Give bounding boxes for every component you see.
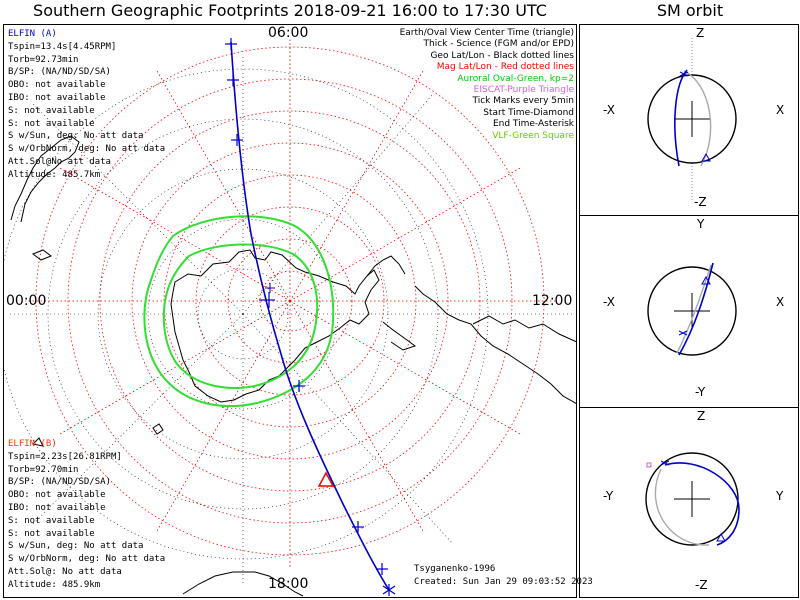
legend-item: End Time-Asterisk — [492, 119, 574, 130]
legend-item: Thick - Science (FGM and/or EPD) — [423, 39, 574, 50]
mlt-label-left: 00:00 — [6, 293, 47, 309]
elfin-a-line: Tspin=13.4s[4.45RPM] — [8, 41, 117, 52]
elfin-a-line: Altitude: 485.7km — [8, 169, 101, 180]
sm-panel-yz — [579, 407, 799, 598]
auroral-oval — [143, 215, 335, 408]
track-shadow — [676, 264, 712, 354]
legend-item: Auroral Oval-Green, kp=2 — [457, 73, 574, 84]
islands — [31, 249, 164, 447]
elfin-b-line: S: not available — [8, 515, 95, 526]
australia-coastline — [10, 135, 80, 223]
legend-item: Tick Marks every 5min — [472, 96, 574, 107]
elfin-a-line: B/SP: (NA/ND/SD/SA) — [8, 67, 111, 78]
panel1-label-right: X — [776, 103, 785, 117]
track-shadow — [654, 468, 710, 546]
legend-item: Geo Lat/Lon - Black dotted lines — [430, 50, 574, 61]
panel2-label-top: Y — [697, 217, 705, 231]
sm-orbit-title: SM orbit — [656, 1, 724, 20]
earth-circle — [647, 266, 737, 356]
legend-item: Mag Lat/Lon - Red dotted lines — [436, 62, 574, 73]
pole-marker — [265, 283, 275, 293]
panel3-label-top: Z — [697, 409, 706, 423]
panel2-label-right: X — [776, 295, 785, 309]
mlt-label-bottom: 18:00 — [268, 576, 309, 592]
antarctica-coastline — [170, 249, 380, 403]
elfin-a-line: S w/OrbNorm, deg: No att data — [8, 144, 166, 155]
geo-grid — [3, 54, 573, 584]
model-credit: Tsyganenko-1996 — [414, 564, 496, 574]
elfin-a-info: ELFIN (A) Tspin=13.4s[4.45RPM] Torb=92.7… — [8, 28, 165, 182]
panel2-label-bottom: -Y — [695, 385, 706, 399]
map-frame — [3, 24, 577, 598]
elfin-a-line: S: not available — [8, 105, 95, 116]
created-timestamp: Created: Sun Jan 29 09:03:52 2023 — [414, 577, 593, 587]
sm-plot-yz — [645, 452, 740, 546]
orbit-arc — [678, 262, 714, 356]
mlt-label-top: 06:00 — [268, 25, 309, 41]
legend-item: EISCAT-Purple Triangle — [473, 85, 574, 96]
orbit-arc — [664, 462, 740, 546]
elfin-b-line: S: not available — [8, 528, 95, 539]
elfin-b-line: S w/OrbNorm, deg: No att data — [8, 554, 166, 565]
south-america-coastline — [366, 255, 577, 405]
elfin-a-line: OBO: not available — [8, 80, 106, 91]
view-triangle — [701, 275, 711, 285]
panel2-label-left: -X — [603, 295, 615, 309]
elfin-a-line: S w/Sun, deg: No att data — [8, 131, 144, 142]
orbit-tick-marks — [225, 38, 388, 575]
view-triangle — [701, 152, 711, 162]
elfin-a-line: Torb=92.73min — [8, 54, 79, 65]
elfin-a-line: S: not available — [8, 118, 95, 129]
panel1-label-left: -X — [603, 103, 615, 117]
view-center-triangle — [317, 471, 335, 487]
panel1-label-bottom: -Z — [694, 195, 707, 209]
end-time-asterisk — [382, 584, 396, 596]
polar-map[interactable] — [3, 24, 577, 598]
legend-item: Start Time-Diamond — [483, 107, 574, 118]
elfin-b-line: S w/Sun, deg: No att data — [8, 541, 144, 552]
panel3-label-left: -Y — [603, 489, 614, 503]
panel3-label-bottom: -Z — [695, 578, 708, 592]
map-legend: Earth/Oval View Center Time (triangle) T… — [400, 28, 574, 142]
africa-coastline — [182, 571, 304, 597]
panel1-label-top: Z — [696, 26, 705, 40]
start-asterisk — [679, 71, 689, 77]
elfin-b-line: OBO: not available — [8, 490, 106, 501]
elfin-a-title: ELFIN (A) — [8, 29, 57, 39]
mlt-label-right: 12:00 — [532, 293, 573, 309]
elfin-b-line: IBO: not available — [8, 502, 106, 513]
start-asterisk — [678, 330, 688, 336]
orbit-arc — [674, 69, 688, 167]
elfin-b-line: Tspin=2.23s[26.81RPM] — [8, 451, 122, 462]
legend-item: VLF-Green Square — [492, 130, 574, 141]
elfin-b-line: Torb=92.70min — [8, 464, 79, 475]
view-triangle — [716, 532, 726, 542]
legend-item: Earth/Oval View Center Time (triangle) — [399, 28, 574, 38]
elfin-b-line: Altitude: 485.9km — [8, 579, 101, 590]
sm-plot-xz — [647, 38, 737, 202]
start-asterisk — [660, 460, 670, 466]
sm-plot-xy — [647, 262, 737, 356]
elfin-a-line: IBO: not available — [8, 92, 106, 103]
elfin-b-line: Att.Sol@: No att data — [8, 566, 122, 577]
panel3-label-right: Y — [776, 489, 784, 503]
page-title: Southern Geographic Footprints 2018-09-2… — [33, 1, 547, 20]
elfin-a-line: Att.Sol@No att data — [8, 156, 111, 167]
elfin-a-orbit-track — [230, 41, 390, 591]
elfin-b-line: B/SP: (NA/ND/SD/SA) — [8, 477, 111, 488]
elfin-b-title: ELFIN (B) — [8, 439, 57, 449]
elfin-b-info: ELFIN (B) Tspin=2.23s[26.81RPM] Torb=92.… — [8, 438, 165, 592]
eiscat-marker — [646, 462, 652, 468]
